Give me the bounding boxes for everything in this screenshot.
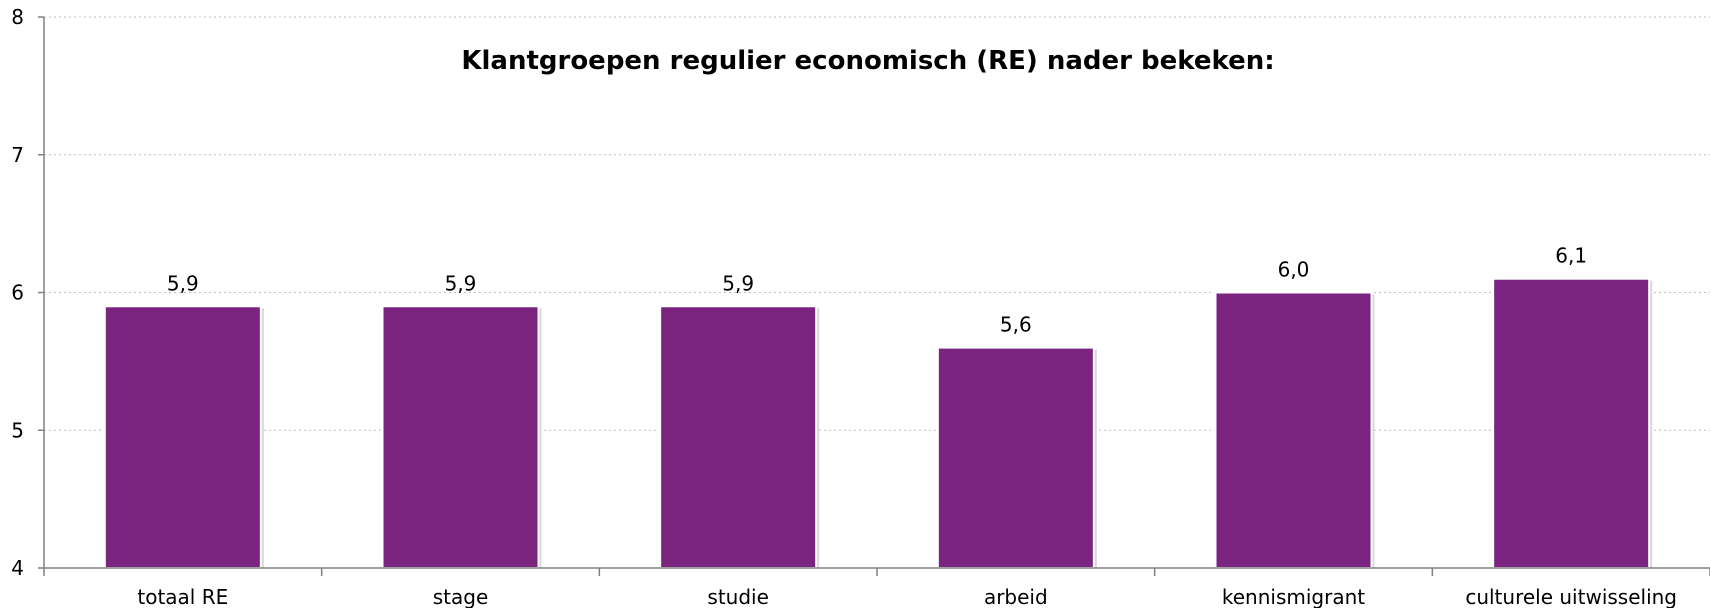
y-tick-label: 8 — [11, 5, 24, 29]
y-tick-label: 6 — [11, 281, 24, 305]
data-label: 6,0 — [1278, 258, 1310, 282]
x-axis-ticks: totaal RE stage studie arbeid kennismigrant c… — [43, 568, 1710, 608]
gridlines — [44, 16, 1710, 431]
x-tick-label: totaal RE — [137, 585, 228, 608]
data-label: 5,9 — [167, 271, 199, 295]
data-label: 5,9 — [722, 271, 754, 295]
data-label: 6,1 — [1555, 244, 1587, 268]
bar — [381, 305, 540, 569]
x-tick-label: kennismigrant — [1222, 585, 1365, 608]
chart-title: Klantgroepen regulier economisch (RE) na… — [461, 46, 1274, 76]
x-tick-label: stage — [433, 585, 489, 608]
y-axis-ticks: 4 5 6 7 8 — [11, 5, 44, 580]
bar — [936, 346, 1095, 569]
data-label: 5,9 — [445, 271, 477, 295]
data-label: 5,6 — [1000, 313, 1032, 337]
bar — [1214, 291, 1373, 569]
x-tick-label: culturele uitwisseling — [1465, 585, 1677, 608]
y-tick-label: 5 — [11, 418, 24, 442]
bar — [659, 305, 818, 569]
x-tick-label: arbeid — [984, 585, 1048, 608]
y-tick-label: 7 — [11, 143, 24, 167]
y-tick-label: 4 — [11, 556, 24, 580]
data-labels: 5,9 5,9 5,9 5,6 6,0 6,1 — [167, 244, 1587, 337]
x-tick-label: studie — [707, 585, 769, 608]
bars — [103, 277, 1653, 569]
bar — [103, 305, 262, 569]
bar — [1492, 277, 1651, 569]
